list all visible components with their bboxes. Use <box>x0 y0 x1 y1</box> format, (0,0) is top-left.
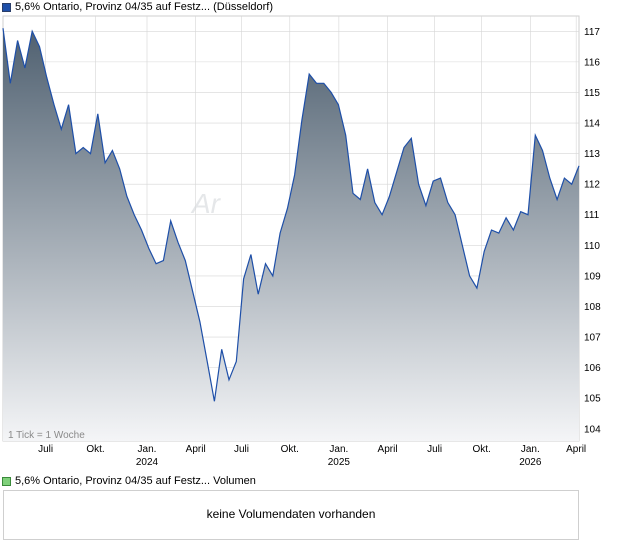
y-tick-label: 108 <box>584 302 601 313</box>
y-tick-label: 107 <box>584 333 601 344</box>
chart-legend: 5,6% Ontario, Provinz 04/35 auf Festz...… <box>2 0 273 14</box>
x-tick-label: April <box>378 444 398 455</box>
watermark-text: Ar <box>190 188 222 219</box>
y-tick-label: 110 <box>584 241 600 252</box>
y-axis-labels: 104 105 106 107 108 109 110 111 112 113 114 115 116 1… <box>584 27 601 435</box>
x-tick-label: Jan. <box>521 444 540 455</box>
y-tick-label: 104 <box>584 424 601 435</box>
y-tick-label: 112 <box>584 180 600 191</box>
x-tick-label: Okt. <box>472 444 490 455</box>
y-tick-label: 115 <box>584 88 600 99</box>
x-year-label: 2024 <box>136 457 159 468</box>
x-year-label: 2026 <box>519 457 542 468</box>
x-tick-label: Juli <box>38 444 53 455</box>
volume-legend-swatch <box>2 476 11 486</box>
x-tick-label: Juli <box>427 444 442 455</box>
y-tick-label: 113 <box>584 149 600 160</box>
y-tick-label: 105 <box>584 394 601 405</box>
x-year-label: 2025 <box>328 457 351 468</box>
volume-legend: 5,6% Ontario, Provinz 04/35 auf Festz...… <box>2 474 256 488</box>
y-tick-label: 106 <box>584 363 601 374</box>
volume-legend-label: 5,6% Ontario, Provinz 04/35 auf Festz...… <box>15 475 256 487</box>
y-tick-label: 114 <box>584 119 600 130</box>
volume-empty-message: keine Volumendaten vorhanden <box>206 507 376 521</box>
y-tick-label: 109 <box>584 271 601 282</box>
volume-panel: keine Volumendaten vorhanden <box>3 490 579 540</box>
y-tick-label: 111 <box>584 210 600 221</box>
x-tick-label: Okt. <box>86 444 104 455</box>
price-legend-swatch <box>2 2 11 12</box>
x-tick-label: April <box>566 444 586 455</box>
x-tick-label: Juli <box>234 444 249 455</box>
price-line <box>2 28 580 402</box>
x-tick-label: Jan. <box>138 444 157 455</box>
price-legend-label: 5,6% Ontario, Provinz 04/35 auf Festz...… <box>15 1 274 13</box>
y-tick-label: 117 <box>584 27 600 38</box>
y-tick-label: 116 <box>584 57 600 68</box>
tick-note: 1 Tick = 1 Woche <box>8 430 85 441</box>
x-tick-label: Jan. <box>329 444 348 455</box>
x-tick-label: April <box>186 444 206 455</box>
price-area <box>3 28 579 441</box>
x-axis-labels: Juli Okt. Jan. 2024 April Juli Okt. Jan. 2025 Apr… <box>38 444 586 468</box>
x-tick-label: Okt. <box>281 444 299 455</box>
